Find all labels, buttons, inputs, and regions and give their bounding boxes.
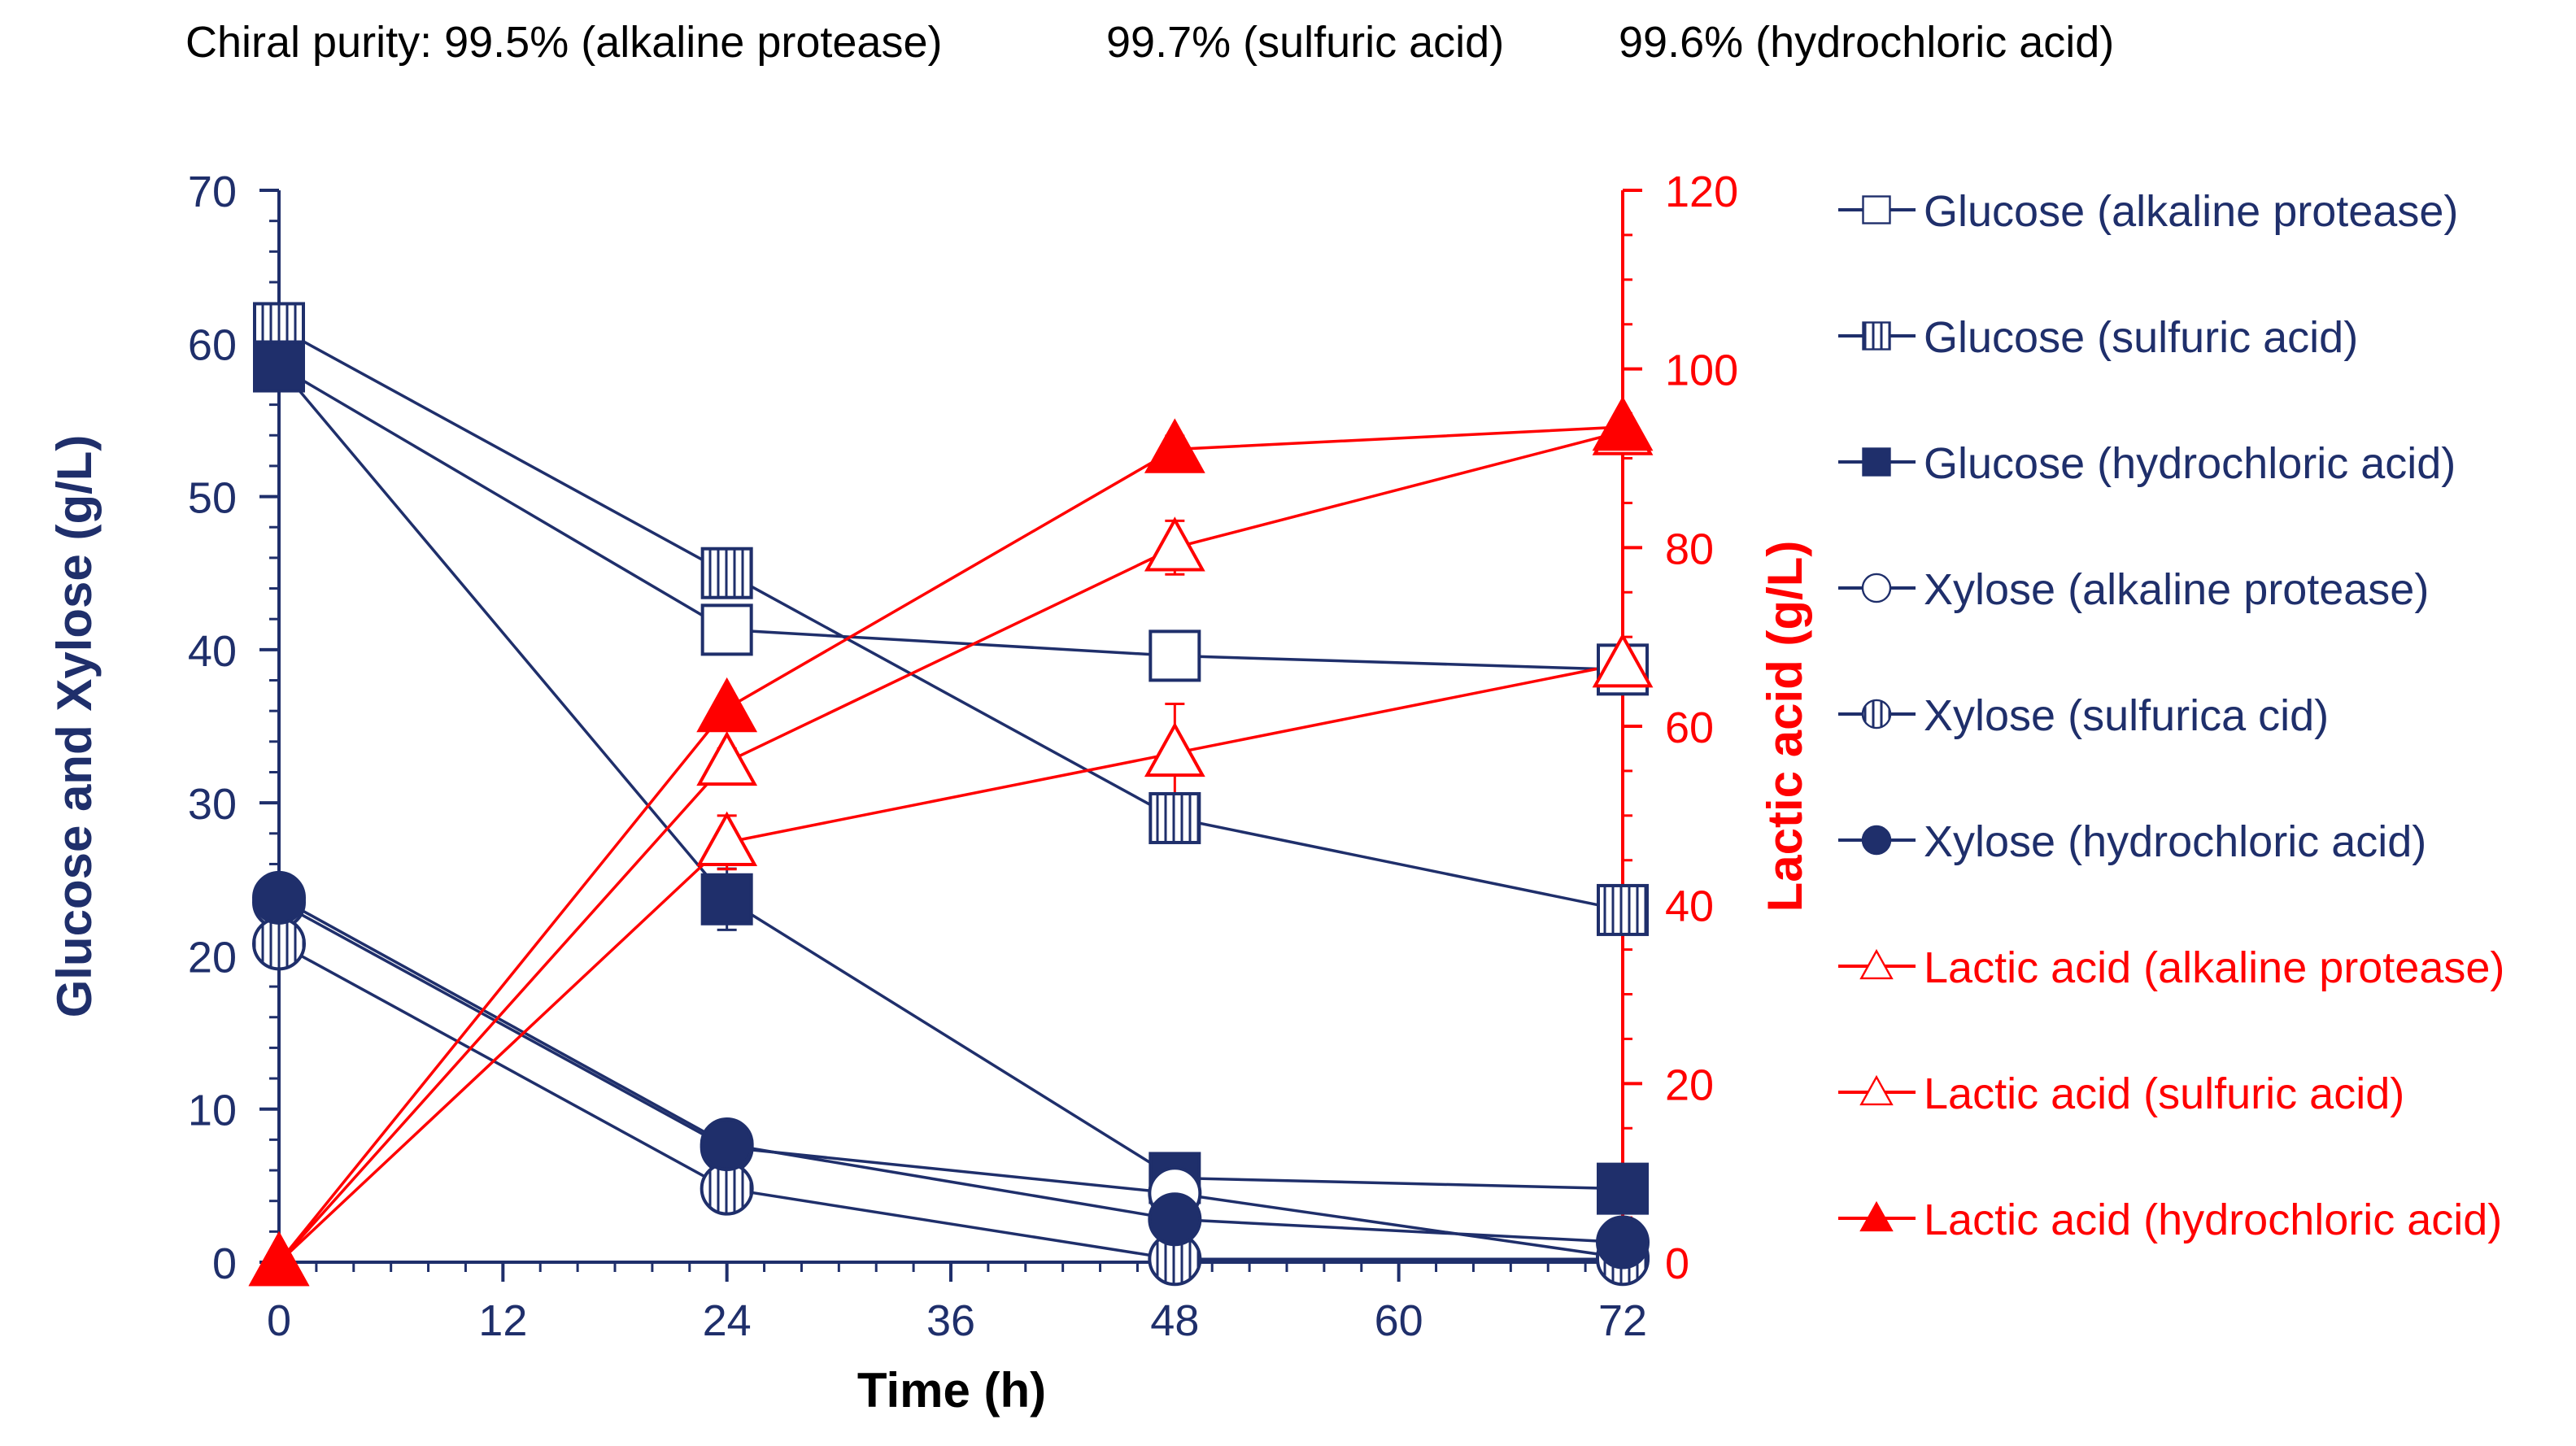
purity-alkaline-protease: 99.5% (alkaline protease)	[444, 18, 942, 67]
data-point	[1144, 516, 1205, 572]
series-line-7	[277, 429, 1624, 1264]
legend-entry: Glucose (alkaline protease)	[1838, 187, 2458, 236]
legend-label: Glucose (hydrochloric acid)	[1924, 439, 2456, 488]
right-y-tick-label: 100	[1665, 346, 1738, 395]
purity-sulfuric-acid: 99.7% (sulfuric acid)	[1106, 18, 1504, 67]
legend-label: Glucose (alkaline protease)	[1924, 187, 2458, 236]
legend-entry: Xylose (alkaline protease)	[1838, 565, 2429, 614]
x-tick-label: 24	[703, 1296, 752, 1345]
data-point	[252, 917, 306, 971]
series-line-0	[278, 365, 1624, 672]
right-y-tick-label: 80	[1665, 525, 1714, 573]
legend-label: Lactic acid (alkaline protease)	[1924, 943, 2504, 992]
data-point	[1592, 395, 1654, 451]
data-point	[248, 1230, 310, 1287]
legend-marker	[1861, 573, 1892, 603]
data-point	[1144, 721, 1205, 777]
legend-entry: Xylose (hydrochloric acid)	[1838, 817, 2426, 866]
right-y-tick-label: 40	[1665, 882, 1714, 931]
data-point	[700, 547, 753, 599]
purity-label: Chiral purity: 99.5% (alkaline protease)	[185, 18, 942, 67]
data-point	[1596, 1215, 1650, 1270]
left-y-tick-label: 60	[188, 320, 237, 369]
series-line-6	[277, 662, 1624, 1264]
legend-marker	[1862, 447, 1891, 477]
x-tick-label: 0	[267, 1296, 291, 1345]
legend-label: Xylose (alkaline protease)	[1924, 565, 2429, 614]
right-y-tick-label: 120	[1665, 168, 1738, 216]
data-point	[1597, 883, 1649, 936]
series-lines	[277, 326, 1624, 1264]
legend-label: Xylose (sulfurica cid)	[1924, 691, 2329, 740]
series-line-3	[278, 900, 1624, 1260]
legend-label: Lactic acid (hydrochloric acid)	[1924, 1196, 2502, 1244]
legend-label: Lactic acid (sulfuric acid)	[1924, 1069, 2404, 1118]
x-tick-label: 60	[1375, 1296, 1423, 1345]
legend-marker	[1862, 321, 1891, 351]
data-point	[1149, 629, 1201, 682]
purity-prefix: Chiral purity:	[185, 18, 432, 67]
series-line-2	[277, 365, 1624, 1191]
legend-marker	[1862, 195, 1891, 224]
x-tick-label: 36	[926, 1296, 975, 1345]
data-point	[700, 603, 753, 656]
legend-marker	[1861, 825, 1892, 856]
left-y-axis-title: Glucose and Xylose (g/L)	[47, 435, 102, 1018]
legend-entry: Glucose (sulfuric acid)	[1838, 313, 2358, 362]
data-point	[696, 730, 758, 786]
data-point	[253, 340, 305, 393]
left-y-tick-label: 0	[212, 1239, 237, 1288]
purity-hydrochloric-acid: 99.6% (hydrochloric acid)	[1619, 18, 2114, 67]
legend-marker	[1859, 1200, 1894, 1232]
series-line-8	[277, 425, 1624, 1264]
data-point	[700, 873, 753, 926]
right-y-tick-label: 60	[1665, 703, 1714, 752]
data-point	[1148, 1192, 1202, 1247]
axes: 0 10 20 30 40 50 60 70 0 20 40 60 80 100 120 0 12 24 36 48 6…	[47, 168, 1812, 1418]
series-line-5	[278, 896, 1624, 1244]
error-bars	[269, 311, 1632, 1264]
legend-marker	[1861, 699, 1892, 730]
legend-marker	[1859, 948, 1894, 980]
series-line-1	[278, 326, 1624, 912]
legend-entry: Xylose (sulfurica cid)	[1838, 691, 2329, 740]
data-point	[252, 870, 306, 925]
data-point	[696, 677, 758, 733]
left-y-tick-label: 20	[188, 933, 237, 982]
legend-entry: Lactic acid (alkaline protease)	[1838, 943, 2504, 992]
data-point	[1597, 1162, 1649, 1215]
chart-header: Chiral purity: 99.5% (alkaline protease)…	[185, 18, 2114, 67]
left-y-tick-label: 50	[188, 474, 237, 523]
legend-label: Glucose (sulfuric acid)	[1924, 313, 2358, 362]
left-y-tick-label: 40	[188, 627, 237, 676]
data-point	[1149, 791, 1201, 844]
right-y-axis-title: Lactic acid (g/L)	[1758, 541, 1812, 912]
legend-entry: Glucose (hydrochloric acid)	[1838, 439, 2456, 488]
legend-label: Xylose (hydrochloric acid)	[1924, 817, 2426, 866]
right-y-tick-label: 20	[1665, 1061, 1714, 1109]
data-markers	[248, 302, 1654, 1287]
legend-entry: Lactic acid (hydrochloric acid)	[1838, 1196, 2502, 1244]
left-y-tick-label: 30	[188, 780, 237, 829]
legend: Glucose (alkaline protease) Glucose (sulf…	[1838, 187, 2504, 1244]
data-point	[696, 811, 758, 866]
data-point	[1592, 632, 1654, 688]
x-tick-label: 12	[478, 1296, 527, 1345]
legend-entry: Lactic acid (sulfuric acid)	[1838, 1069, 2404, 1118]
data-point	[700, 1117, 754, 1172]
legend-marker	[1859, 1074, 1894, 1106]
data-point	[1144, 418, 1205, 473]
x-tick-label: 72	[1598, 1296, 1647, 1345]
right-y-tick-label: 0	[1665, 1239, 1689, 1288]
series-line-4	[278, 942, 1623, 1261]
x-axis-title: Time (h)	[857, 1363, 1046, 1418]
left-y-tick-label: 70	[188, 168, 237, 216]
left-y-tick-label: 10	[188, 1087, 237, 1135]
x-tick-label: 48	[1150, 1296, 1199, 1345]
